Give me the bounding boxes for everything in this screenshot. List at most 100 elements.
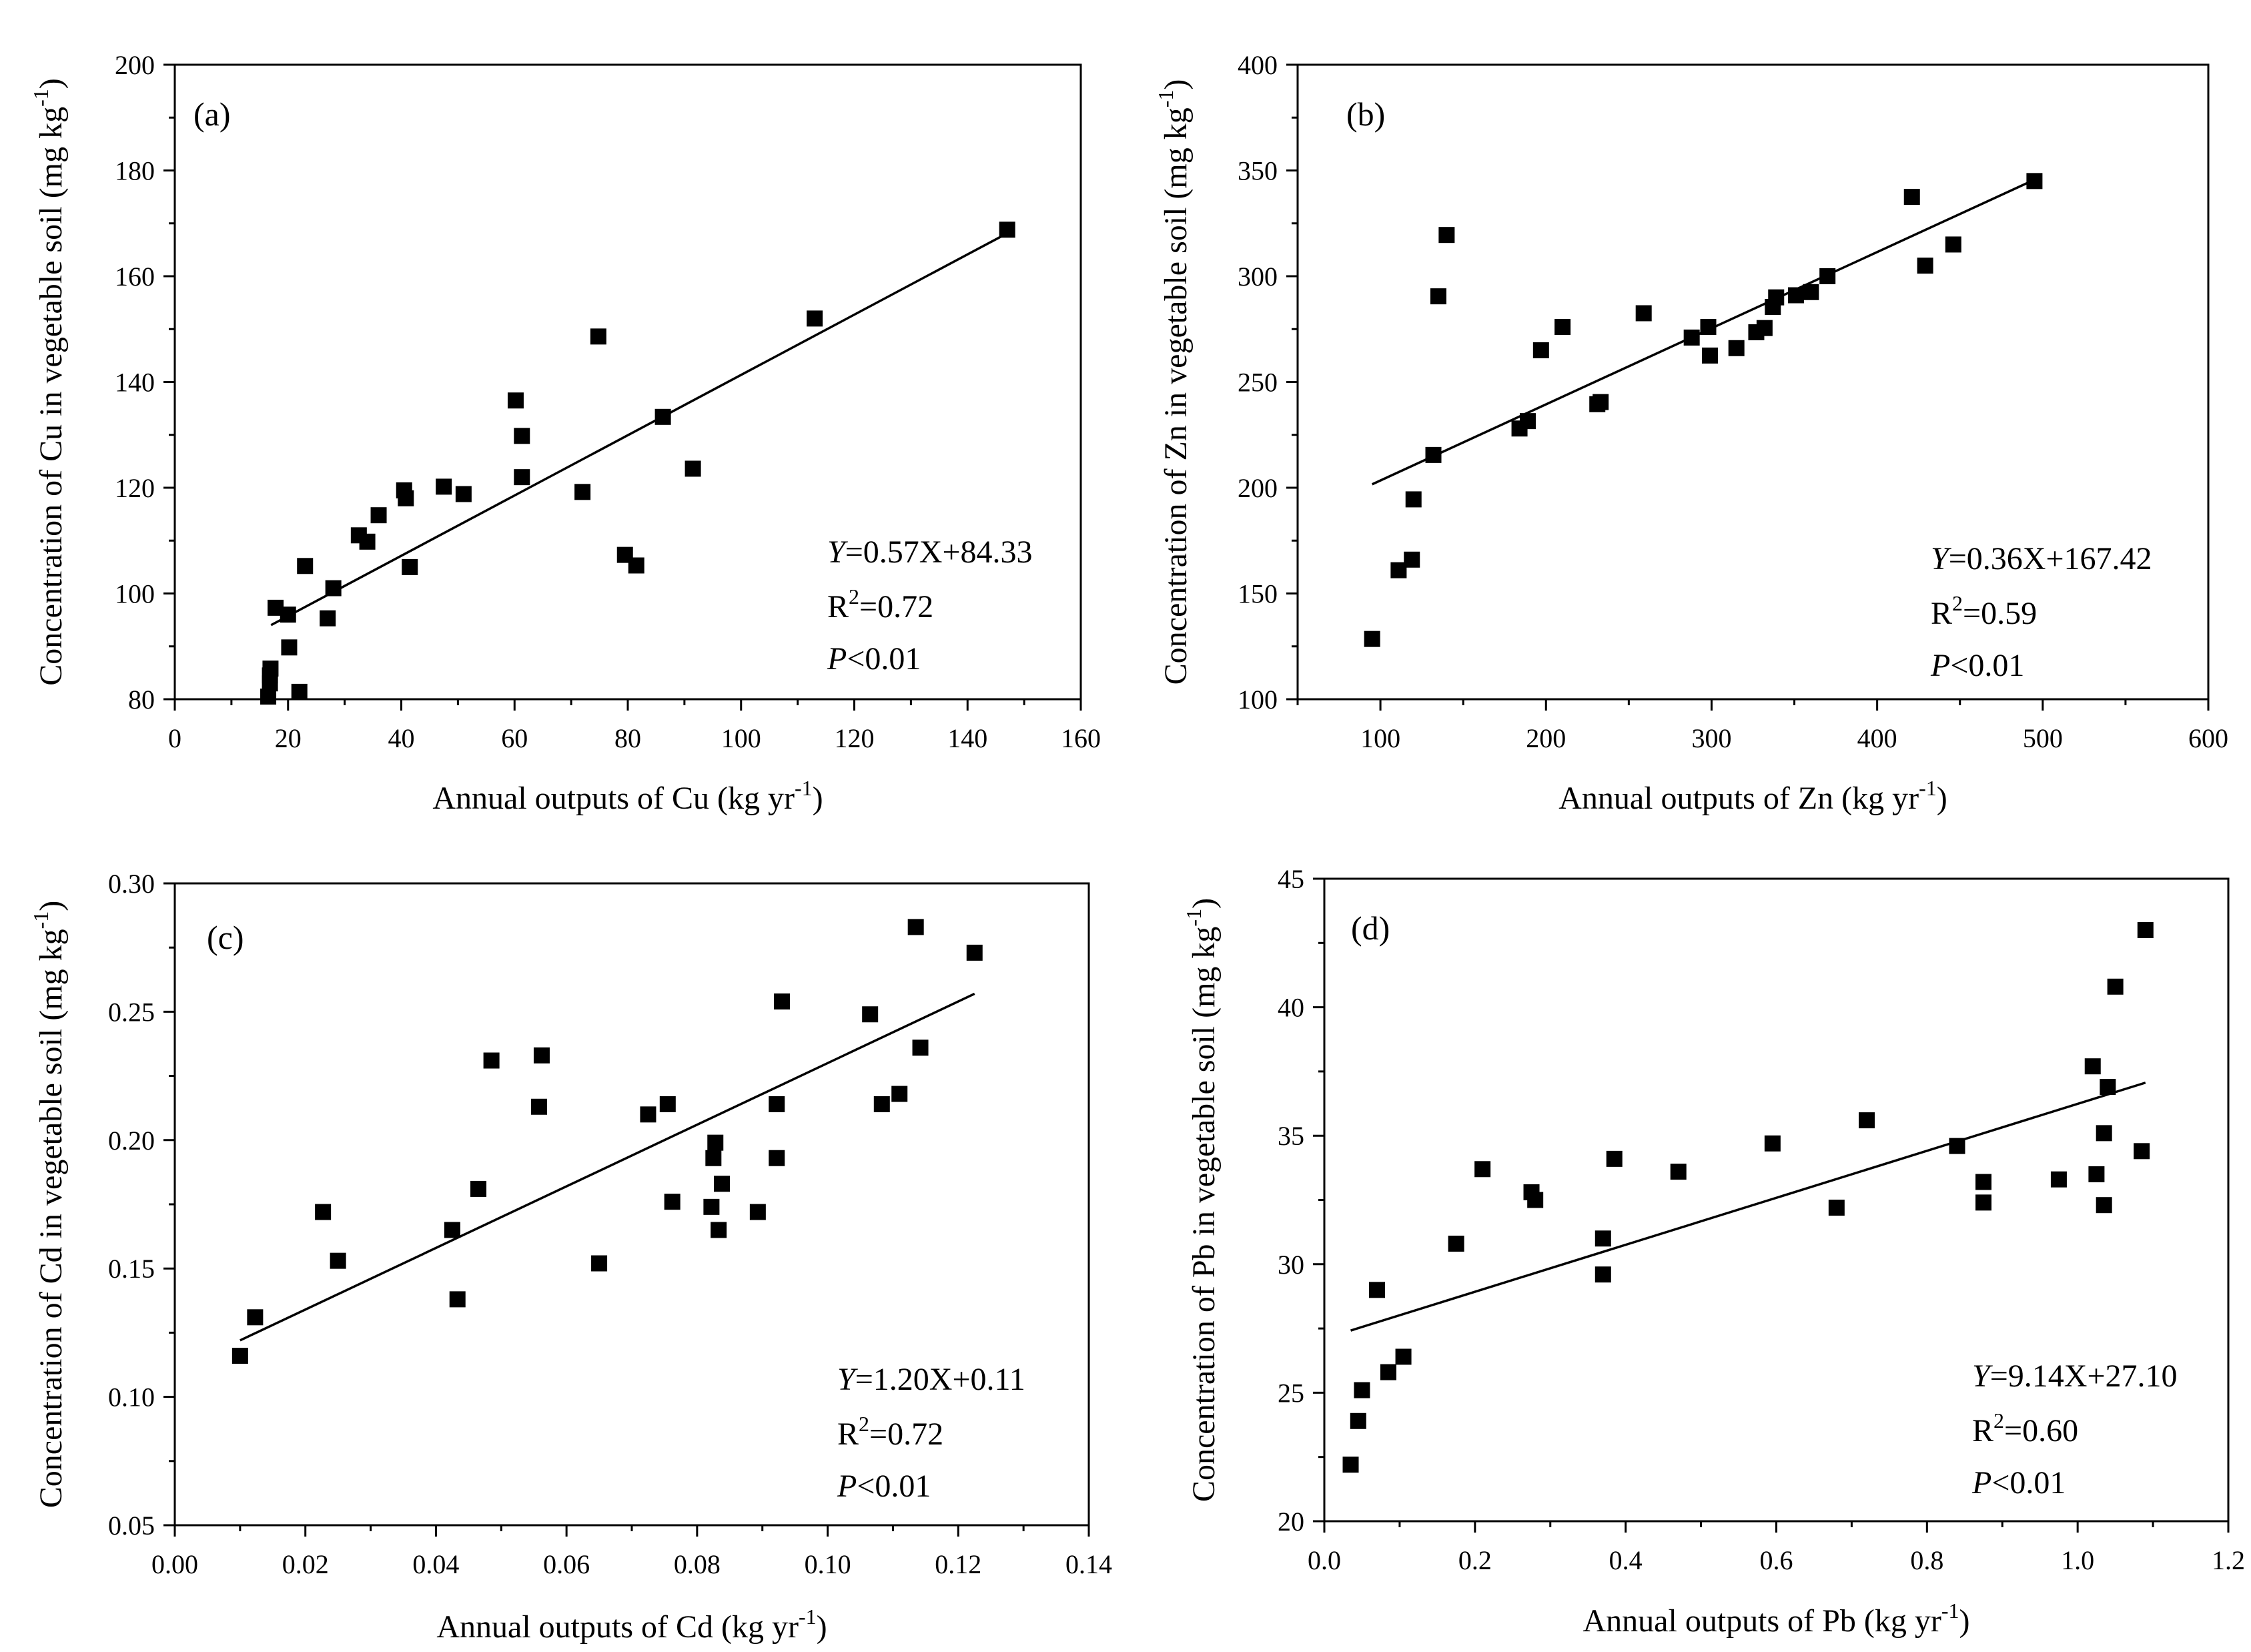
data-point (1425, 446, 1442, 463)
data-point (470, 1180, 487, 1197)
data-point (1701, 347, 1718, 364)
data-point (1945, 236, 1961, 253)
data-point (1859, 1112, 1875, 1129)
data-point (1803, 284, 1819, 300)
panel-b: 100 200 300 400 500 600 100 150 200 250 300 350 400 A… (1154, 50, 2228, 816)
x-tick-label: 1.2 (2212, 1545, 2245, 1575)
data-point (2096, 1125, 2112, 1142)
data-point (664, 1194, 681, 1210)
data-point (1527, 1192, 1544, 1208)
panel-label: (c) (207, 919, 244, 956)
data-point (1595, 1266, 1611, 1283)
regression-line (240, 992, 975, 1342)
plot-frame (173, 882, 1090, 1527)
r-squared: R2=0.72 (837, 1412, 943, 1452)
x-axis-title: Annual outputs of Zn (kg yr-1) (1558, 776, 1947, 816)
y-tick-label: 25 (1278, 1378, 1304, 1408)
y-axis-title: Concentration of Zn in vegetable soil (m… (1154, 79, 1194, 685)
data-point (297, 558, 314, 574)
x-tick-label: 300 (1691, 723, 1731, 753)
data-point (1350, 1412, 1366, 1429)
y-tick-label: 100 (1238, 685, 1278, 715)
data-point (359, 533, 376, 550)
data-point (1474, 1161, 1491, 1178)
data-point (1554, 319, 1571, 336)
data-point (807, 310, 823, 327)
data-point (514, 469, 530, 486)
data-point (2134, 1143, 2150, 1160)
data-point (769, 1150, 785, 1166)
y-tick-label: 20 (1278, 1507, 1304, 1537)
x-tick-label: 120 (835, 723, 875, 753)
panel-label: (b) (1346, 95, 1385, 133)
panel-d: 0.0 0.2 0.4 0.6 0.8 1.0 1.2 20 25 30 35 40 45 Annual … (1182, 864, 2245, 1639)
data-point (999, 222, 1015, 238)
data-point (2107, 978, 2124, 995)
x-tick-label: 0.0 (1308, 1545, 1341, 1575)
x-tick-label: 80 (614, 723, 641, 753)
data-point (1764, 1135, 1781, 1152)
data-point (449, 1291, 466, 1308)
regression-equation: Y=1.20X+0.11 (837, 1362, 1025, 1397)
data-point (232, 1348, 248, 1364)
x-axis-title: Annual outputs of Cu (kg yr-1) (432, 776, 823, 816)
data-point (320, 610, 336, 627)
plot-frame (1323, 877, 2230, 1523)
data-point (685, 460, 701, 477)
x-tick-label: 100 (1360, 723, 1400, 753)
x-tick-label: 0.6 (1760, 1545, 1793, 1575)
data-point (912, 1040, 929, 1056)
data-point (769, 1096, 785, 1112)
data-point (2026, 173, 2043, 189)
data-point (1768, 289, 1785, 306)
x-tick-label: 1.0 (2061, 1545, 2094, 1575)
data-point (1438, 227, 1455, 244)
data-point (707, 1134, 724, 1151)
x-tick-label: 0.4 (1609, 1545, 1643, 1575)
data-point (1404, 551, 1420, 568)
y-axis-title: Concentration of Pb in vegetable soil (m… (1182, 898, 1222, 1502)
data-point (659, 1096, 676, 1112)
r-squared: R2=0.72 (827, 584, 933, 625)
data-point (2100, 1079, 2116, 1096)
data-point (455, 486, 472, 502)
x-tick-label: 600 (2188, 723, 2228, 753)
data-point (1595, 1230, 1611, 1247)
p-value: P<0.01 (1930, 648, 2024, 683)
data-point (533, 1047, 550, 1064)
data-point (1975, 1174, 1992, 1190)
y-tick-label: 250 (1238, 368, 1278, 398)
y-tick-label: 300 (1238, 262, 1278, 292)
y-tick-label: 120 (115, 473, 155, 503)
data-point (1369, 1282, 1386, 1298)
p-value: P<0.01 (827, 641, 921, 677)
x-tick-label: 0.04 (412, 1549, 459, 1579)
data-point (774, 993, 791, 1010)
data-point (1593, 394, 1609, 410)
r-squared: R2=0.59 (1931, 591, 2037, 631)
x-tick-label: 0.8 (1910, 1545, 1943, 1575)
data-point (1728, 340, 1745, 356)
panel-label: (a) (193, 95, 231, 133)
data-point (325, 580, 342, 596)
data-point (654, 408, 671, 425)
y-tick-label: 0.10 (108, 1382, 155, 1412)
y-tick-label: 45 (1278, 864, 1304, 894)
data-point (1819, 268, 1836, 284)
data-point (1756, 320, 1773, 336)
data-point (705, 1150, 722, 1166)
p-value: P<0.01 (1971, 1465, 2066, 1501)
data-point (2096, 1197, 2112, 1214)
panel-a: 0 20 40 60 80 100 120 140 160 80 100 120 140 160 180 20… (29, 50, 1101, 816)
data-point (1683, 329, 1700, 346)
x-axis-title: Annual outputs of Pb (kg yr-1) (1583, 1599, 1970, 1639)
data-point (1405, 491, 1422, 508)
x-tick-label: 20 (275, 723, 302, 753)
x-tick-label: 0.12 (935, 1549, 981, 1579)
y-tick-label: 150 (1238, 579, 1278, 609)
regression-equation: Y=9.14X+27.10 (1972, 1358, 2178, 1394)
data-point (2050, 1171, 2067, 1188)
data-point (891, 1086, 908, 1102)
data-point (862, 1006, 879, 1023)
data-point (2088, 1166, 2105, 1182)
